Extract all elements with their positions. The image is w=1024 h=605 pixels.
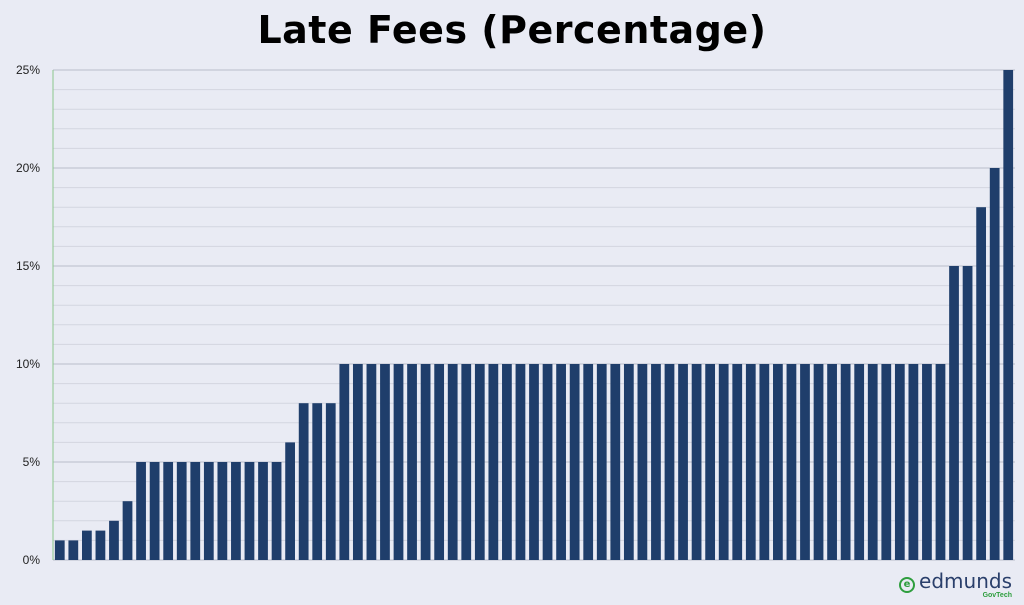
bar	[786, 364, 797, 560]
bar	[420, 364, 431, 560]
bar	[339, 364, 350, 560]
bar	[203, 462, 214, 560]
bar	[285, 442, 295, 560]
bar	[732, 364, 743, 560]
bar	[54, 540, 65, 560]
bar	[962, 266, 973, 560]
bar	[542, 364, 553, 560]
bar	[502, 364, 512, 560]
bar	[989, 168, 1000, 560]
bar	[136, 462, 146, 560]
bar	[298, 403, 309, 560]
bar	[95, 530, 106, 560]
bar	[569, 364, 580, 560]
bar	[1003, 70, 1014, 560]
bar	[718, 364, 729, 560]
bar	[922, 364, 932, 560]
bar	[474, 364, 485, 560]
bar	[867, 364, 878, 560]
bar	[176, 462, 187, 560]
bar	[583, 364, 594, 560]
bar	[678, 364, 688, 560]
edmunds-govtech-logo: e edmunds GovTech	[899, 571, 1012, 599]
bar	[596, 364, 607, 560]
y-tick-label: 5%	[23, 455, 41, 469]
y-tick-label: 10%	[16, 357, 40, 371]
bar	[827, 364, 837, 560]
bar	[407, 364, 417, 560]
edmunds-logo-icon: e	[899, 577, 916, 593]
bar	[488, 364, 499, 560]
bar	[894, 364, 905, 560]
bar	[745, 364, 756, 560]
bar	[231, 462, 241, 560]
bar	[366, 364, 377, 560]
bar	[935, 364, 946, 560]
logo-subtitle: GovTech	[982, 592, 1012, 599]
bar	[244, 462, 255, 560]
bar	[691, 364, 702, 560]
bar	[434, 364, 445, 560]
bar	[773, 364, 783, 560]
bar	[352, 364, 363, 560]
y-tick-label: 25%	[16, 63, 40, 77]
bar	[190, 462, 201, 560]
bar	[325, 403, 336, 560]
bar	[68, 540, 79, 560]
bar	[380, 364, 390, 560]
bar	[461, 364, 472, 560]
bar	[813, 364, 824, 560]
bar	[312, 403, 323, 560]
bar	[447, 364, 458, 560]
bar	[637, 364, 648, 560]
bar	[149, 462, 160, 560]
y-tick-label: 20%	[16, 161, 40, 175]
bar	[529, 364, 539, 560]
bar	[81, 530, 92, 560]
bar	[840, 364, 851, 560]
bar	[664, 364, 675, 560]
bar	[258, 462, 268, 560]
bar	[163, 462, 174, 560]
logo-wordmark: edmunds	[919, 569, 1012, 593]
bar	[908, 364, 919, 560]
bar	[217, 462, 228, 560]
bar	[556, 364, 566, 560]
bar	[705, 364, 716, 560]
bar	[271, 462, 282, 560]
bar	[854, 364, 865, 560]
bar	[515, 364, 526, 560]
bar	[976, 207, 987, 560]
bar	[881, 364, 892, 560]
y-tick-label: 0%	[23, 553, 41, 567]
bar	[610, 364, 621, 560]
bar	[109, 520, 119, 560]
y-tick-label: 15%	[16, 259, 40, 273]
bar	[651, 364, 661, 560]
bar	[393, 364, 404, 560]
bar	[122, 501, 133, 560]
chart-title: Late Fees (Percentage)	[257, 8, 767, 52]
bar	[623, 364, 634, 560]
bar	[800, 364, 810, 560]
bar	[949, 266, 959, 560]
bar	[759, 364, 770, 560]
